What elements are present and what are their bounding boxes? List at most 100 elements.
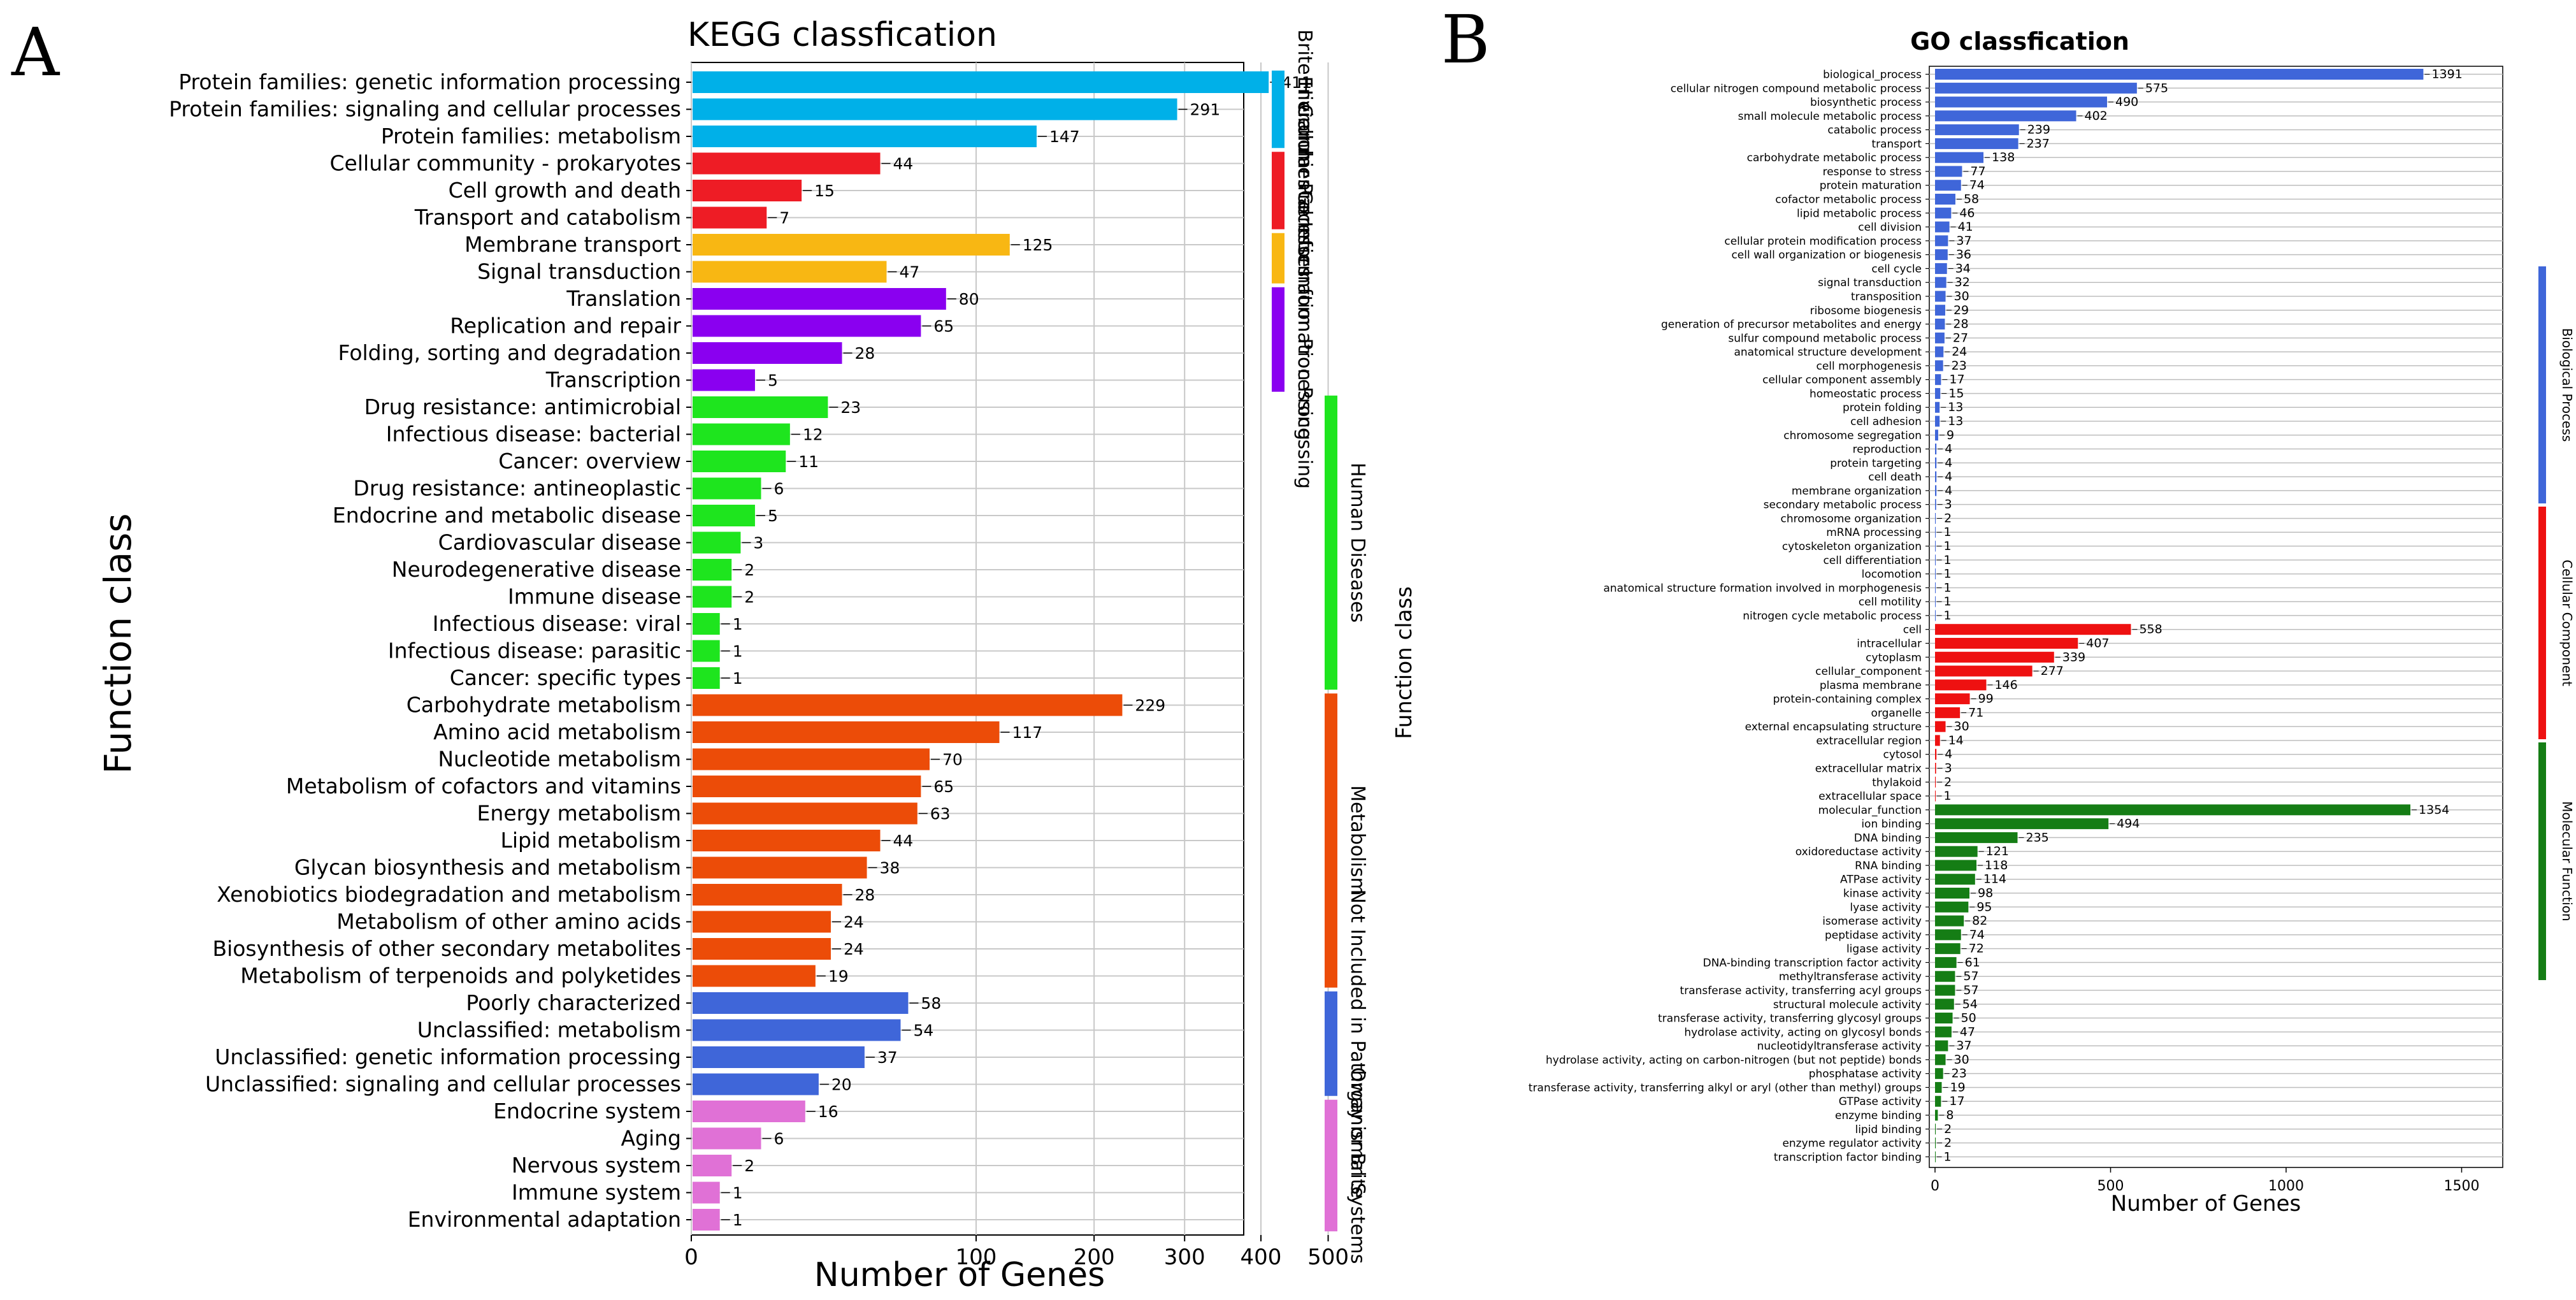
panel-b-category-label: cell motility	[1859, 596, 1922, 609]
panel-b-value-label: 490	[2115, 95, 2138, 109]
panel-a-value-label: 125	[1023, 236, 1053, 254]
panel-a-category-label: Transcription	[545, 368, 681, 393]
panel-a-category-label: Neurodegenerative disease	[392, 557, 681, 582]
panel-a-bar	[693, 396, 828, 418]
panel-a-bar	[693, 126, 1037, 147]
panel-a-category-label: Xenobiotics biodegradation and metabolis…	[217, 882, 681, 907]
panel-b-bar	[1935, 138, 2018, 149]
panel-a-group-label: Metabolism	[1346, 785, 1369, 895]
panel-a-category-label: Carbohydrate metabolism	[407, 693, 681, 718]
panel-a-bar	[693, 748, 930, 770]
panel-a-value-label: 2	[744, 588, 754, 607]
panel-a-bar	[693, 206, 767, 229]
panel-b-bar	[1935, 1151, 1936, 1162]
panel-b-bar	[1935, 679, 1987, 691]
panel-b-value-label: 29	[1954, 303, 1969, 317]
panel-b-category-label: enzyme binding	[1835, 1109, 1922, 1122]
panel-a-bar	[693, 477, 761, 500]
panel-b-value-label: 235	[2026, 830, 2048, 844]
panel-b-category-label: hydrolase activity, acting on carbon-nit…	[1546, 1054, 1922, 1067]
panel-b-xtick-label: 500	[2097, 1178, 2124, 1194]
panel-b-value-label: 17	[1949, 373, 1964, 387]
panel-b-category-label: cellular protein modification process	[1724, 235, 1922, 248]
panel-b-category-label: protein folding	[1843, 401, 1922, 414]
panel-a-bar	[693, 830, 881, 851]
panel-a-category-label: Unclassified: genetic information proces…	[215, 1044, 681, 1069]
panel-b-bar	[1935, 82, 2137, 94]
panel-a-category-label: Nucleotide metabolism	[438, 747, 681, 772]
panel-b-bar	[1935, 110, 2076, 122]
panel-b-category-label: locomotion	[1862, 568, 1922, 581]
panel-a-category-label: Cancer: overview	[498, 449, 681, 473]
panel-b-bar	[1935, 180, 1961, 191]
panel-b-category-label: anatomical structure development	[1734, 346, 1922, 359]
panel-b-bar	[1935, 1054, 1946, 1065]
panel-b-value-label: 57	[1963, 983, 1978, 997]
panel-b-bar	[1935, 1026, 1952, 1037]
panel-a-bar	[693, 613, 720, 635]
panel-b-category-label: ribosome biogenesis	[1810, 305, 1922, 317]
panel-b-category-label: chromosome organization	[1781, 512, 1922, 525]
panel-b-value-label: 2	[1944, 511, 1952, 525]
panel-b-value-label: 2	[1944, 1122, 1952, 1136]
panel-b-value-label: 14	[1948, 733, 1964, 748]
panel-b-value-label: 27	[1953, 331, 1968, 345]
panel-b-bar	[1935, 387, 1941, 399]
panel-a-bar	[693, 586, 732, 608]
panel-b-value-label: 277	[2041, 664, 2064, 678]
panel-a-category-label: Unclassified: signaling and cellular pro…	[205, 1072, 681, 1097]
panel-b-value-label: 2	[1944, 1136, 1952, 1150]
panel-b-bar	[1935, 957, 1957, 968]
panel-b-category-label: cell death	[1868, 471, 1922, 484]
panel-a-category-label: Transport and catabolism	[414, 205, 681, 230]
panel-b-category-label: protein maturation	[1820, 180, 1922, 192]
panel-a-xtick-label: 400	[1241, 1245, 1282, 1270]
panel-a-xlabel: Number of Genes	[814, 1256, 1105, 1294]
panel-b-axes-frame	[1929, 66, 2503, 1168]
panel-b-category-label: kinase activity	[1843, 888, 1922, 900]
panel-b-category-label: organelle	[1871, 707, 1922, 719]
panel-a-value-label: 65	[933, 777, 954, 796]
panel-b-bar	[1935, 263, 1947, 274]
panel-a-value-label: 65	[933, 317, 954, 336]
panel-b-bar	[1935, 305, 1945, 316]
panel-a-category-label: Metabolism of terpenoids and polyketides	[240, 964, 681, 988]
panel-b-value-label: 17	[1949, 1094, 1964, 1108]
panel-b-bar	[1935, 624, 2131, 635]
panel-a-category-label: Biosynthesis of other secondary metaboli…	[212, 936, 681, 961]
panel-b-category-label: cytoplasm	[1866, 651, 1922, 664]
panel-b-value-label: 99	[1978, 692, 1994, 706]
panel-b-bar	[1935, 749, 1937, 760]
panel-b-bar	[1935, 319, 1945, 330]
panel-b-bar	[1935, 568, 1936, 580]
panel-b-value-label: 41	[1958, 220, 1973, 234]
panel-b-category-label: cell wall organization or biogenesis	[1731, 249, 1922, 262]
panel-b-value-label: 4	[1945, 748, 1952, 762]
panel-b-value-label: 37	[1956, 234, 1971, 248]
panel-b-bar	[1935, 707, 1961, 718]
panel-a-bar	[693, 315, 921, 337]
panel-a-category-label: Drug resistance: antimicrobial	[364, 394, 681, 419]
panel-a-bar	[693, 1101, 805, 1122]
panel-b-value-label: 237	[2027, 136, 2050, 150]
panel-b-category-label: external encapsulating structure	[1745, 721, 1922, 733]
panel-b-value-label: 1	[1944, 609, 1952, 623]
panel-b-category-label: transferase activity, transferring acyl …	[1680, 985, 1922, 997]
panel-a-bar	[693, 261, 887, 283]
panel-b-group-label: Cellular Component	[2559, 560, 2575, 686]
panel-a-value-label: 6	[774, 480, 784, 498]
panel-b-category-label: anatomical structure formation involved …	[1603, 582, 1922, 595]
panel-a-value-label: 411	[1281, 73, 1312, 92]
panel-b-bar	[1935, 818, 2109, 830]
panel-b-category-label: chromosome segregation	[1783, 430, 1922, 442]
panel-a-xtick-label: 100	[956, 1245, 997, 1270]
panel-a-value-label: 11	[798, 452, 819, 471]
panel-b-category-label: DNA binding	[1854, 832, 1922, 844]
panel-a-value-label: 63	[930, 805, 951, 823]
panel-b-category-label: cell division	[1858, 221, 1922, 234]
panel-a-title: KEGG classfication	[687, 16, 997, 54]
panel-b-value-label: 57	[1963, 969, 1978, 983]
panel-a-bar	[693, 1181, 720, 1204]
panel-b-value-label: 1	[1944, 595, 1952, 609]
panel-b-bar	[1935, 985, 1955, 996]
